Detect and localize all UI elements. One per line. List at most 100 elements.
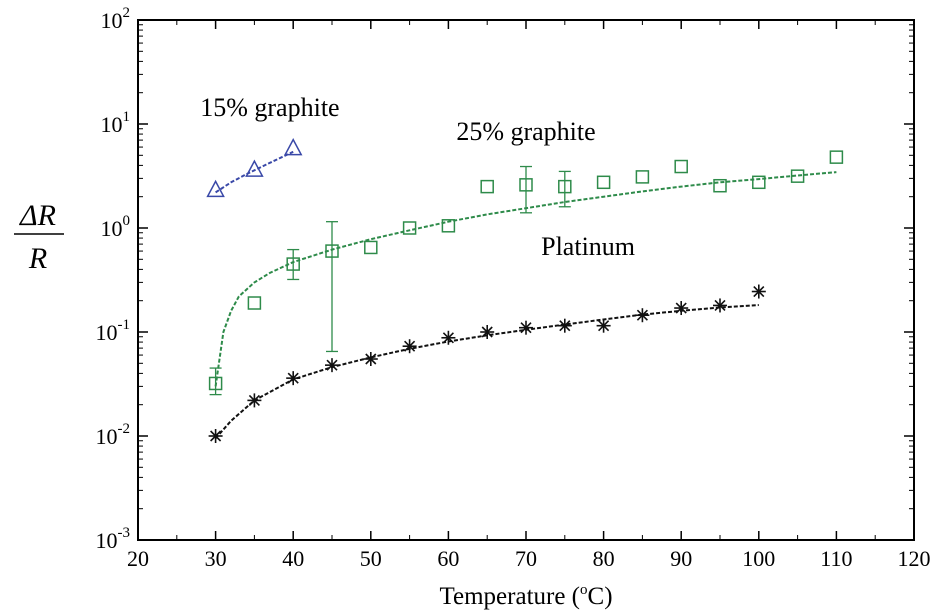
x-tick-label: 70 [515, 546, 537, 571]
series-platinum [208, 284, 766, 443]
fit-line-25-graphite [214, 171, 837, 387]
asterisk-stroke [753, 285, 765, 298]
data-point-asterisk [402, 339, 417, 354]
data-point-square [364, 240, 378, 255]
y-tick-label-base: 10 [101, 112, 123, 137]
data-point-square [480, 179, 494, 194]
data-point-asterisk [519, 320, 533, 335]
y-tick-label-base: 10 [101, 216, 123, 241]
asterisk-stroke [210, 430, 222, 442]
series-annotation: Platinum [541, 232, 635, 261]
data-point-asterisk [247, 393, 262, 408]
x-tick-label: 110 [820, 546, 852, 571]
y-tick-label: 10-3 [96, 525, 131, 553]
series-25-graphite [208, 150, 844, 396]
asterisk-stroke [714, 299, 726, 312]
y-tick-label-exp: -3 [118, 525, 131, 541]
asterisk-stroke [636, 309, 648, 321]
series-15-graphite [206, 138, 303, 198]
data-point-square [790, 169, 805, 183]
data-point-triangle [283, 138, 303, 156]
y-tick-label: 100 [101, 213, 131, 241]
series-annotation: 15% graphite [200, 93, 339, 122]
data-point-square [325, 244, 339, 258]
y-axis-title-top: ΔR [19, 199, 56, 232]
fit-line-platinum [214, 304, 759, 439]
data-point-asterisk [363, 352, 378, 367]
asterisk-stroke [520, 322, 532, 334]
y-axis-title-bottom: R [28, 242, 47, 275]
data-point-square [402, 221, 417, 235]
data-point-asterisk [674, 301, 689, 316]
y-tick-label-exp: -2 [118, 421, 131, 437]
y-tick-label-base: 10 [96, 320, 118, 345]
data-point-square [752, 175, 766, 190]
asterisk-stroke [675, 302, 687, 314]
axis-ticks [137, 19, 915, 541]
data-point-square [519, 178, 533, 192]
data-point-asterisk [557, 318, 572, 333]
y-tick-label-base: 10 [96, 424, 118, 449]
x-axis-title-sup: o [580, 582, 588, 598]
x-tick-label: 30 [205, 546, 227, 571]
asterisk-stroke [365, 353, 377, 365]
y-tick-label: 102 [101, 5, 131, 33]
x-axis-title-prefix: Temperature ( [439, 583, 580, 610]
data-point-square [596, 175, 611, 190]
y-tick-label-exp: 0 [123, 213, 131, 229]
data-point-square [558, 179, 572, 194]
x-tick-label: 40 [282, 546, 304, 571]
asterisk-stroke [326, 359, 338, 371]
asterisk-stroke [404, 340, 416, 352]
data-point-square [829, 150, 844, 164]
data-point-asterisk [441, 330, 456, 345]
data-point-triangle [206, 179, 225, 198]
y-tick-label: 10-1 [96, 317, 131, 345]
x-axis-title: Temperature (oC) [439, 582, 612, 610]
x-tick-label: 120 [898, 546, 931, 571]
y-tick-label-exp: 1 [123, 109, 131, 125]
data-point-square [441, 219, 456, 233]
data-point-triangle [245, 159, 264, 177]
x-tick-label: 60 [437, 546, 459, 571]
data-point-square [713, 178, 727, 193]
y-tick-label-exp: 2 [123, 5, 131, 21]
y-tick-label-base: 10 [96, 528, 118, 553]
data-point-asterisk [635, 308, 650, 323]
y-tick-label: 10-2 [96, 421, 131, 449]
series-annotation: 25% graphite [456, 117, 595, 146]
data-point-asterisk [286, 371, 301, 386]
asterisk-stroke [287, 372, 299, 384]
tick-labels: 20 30 40 50 60 70 80 90 100 110 12010-310-210-1100… [96, 5, 931, 571]
x-tick-label: 50 [360, 546, 382, 571]
data-point-asterisk [713, 298, 727, 313]
data-point-square [208, 376, 223, 391]
asterisk-stroke [442, 332, 454, 344]
y-tick-label-base: 10 [101, 8, 123, 33]
data-point-square [635, 170, 650, 184]
x-tick-label: 80 [593, 546, 615, 571]
data-point-asterisk [480, 325, 495, 339]
asterisk-stroke [559, 320, 571, 332]
data-point-square [247, 296, 262, 310]
asterisk-stroke [598, 320, 610, 332]
y-tick-label: 101 [101, 109, 131, 137]
y-axis-title: ΔR R [14, 199, 64, 275]
fit-line-15-graphite [215, 150, 294, 194]
x-tick-label: 20 [127, 546, 149, 571]
data-point-asterisk [325, 358, 339, 373]
x-axis-title-suffix: C) [588, 583, 613, 610]
x-tick-label: 100 [742, 546, 775, 571]
annotation-layer: 15% graphite 25% graphite Platinum [200, 93, 635, 261]
data-point-asterisk [208, 429, 223, 443]
y-tick-label-exp: -1 [118, 317, 131, 333]
asterisk-stroke [248, 394, 260, 406]
data-point-square [286, 257, 300, 271]
x-tick-label: 90 [670, 546, 692, 571]
data-point-square [674, 159, 688, 174]
asterisk-stroke [481, 326, 493, 338]
data-point-asterisk [596, 318, 611, 333]
data-point-asterisk [751, 284, 766, 299]
series-layer [206, 138, 844, 443]
